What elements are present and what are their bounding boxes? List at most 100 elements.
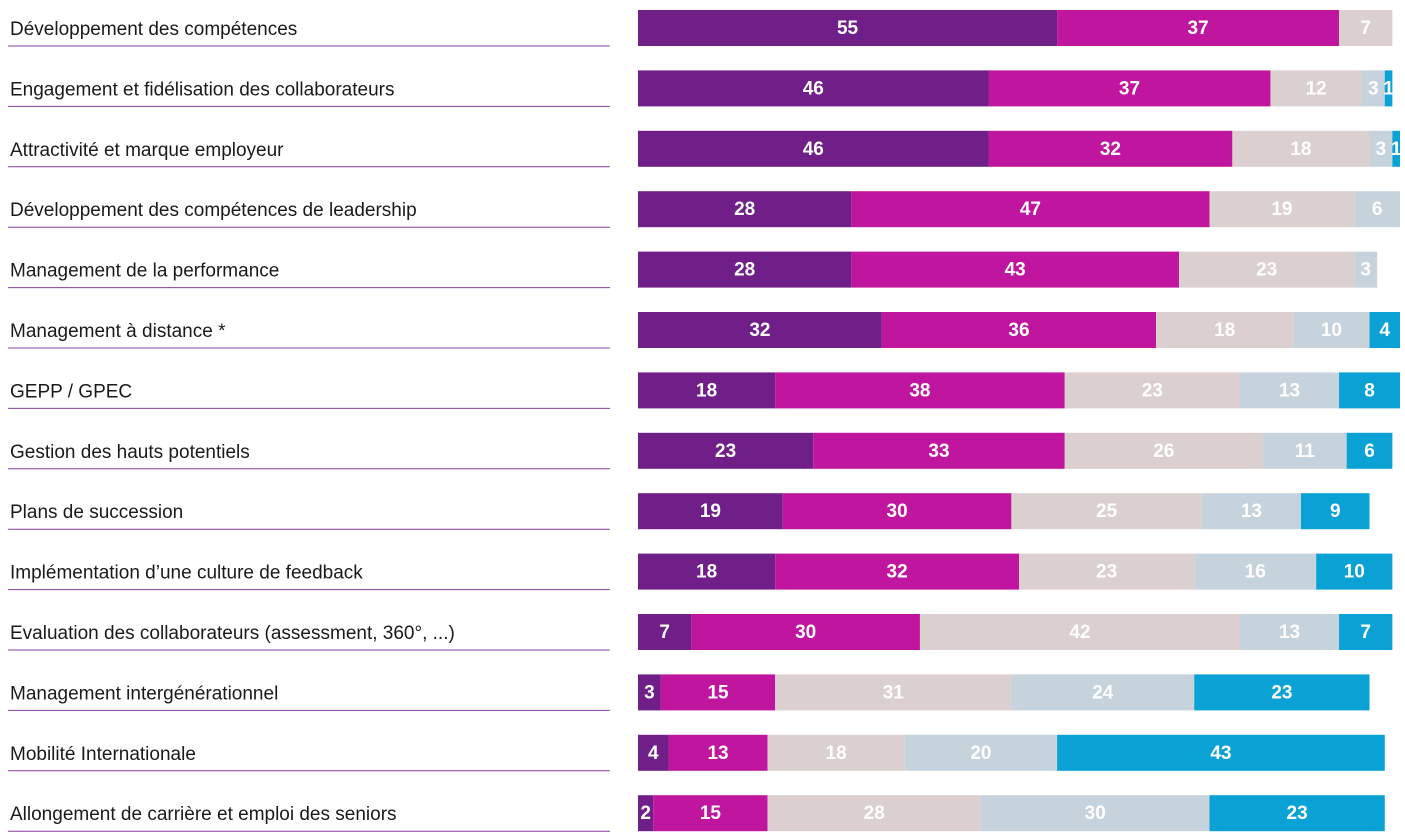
value-label: 38: [909, 380, 930, 401]
value-label: 13: [1241, 501, 1262, 522]
value-label: 3: [1376, 139, 1387, 160]
value-label: 28: [734, 199, 755, 220]
bar-segment: [638, 795, 654, 832]
bar-segment: [1019, 553, 1195, 590]
value-label: 55: [837, 18, 859, 39]
value-label: 28: [734, 260, 755, 281]
bar-segment: [782, 493, 1012, 530]
bar-segment: [775, 674, 1012, 711]
bar-segment: [1194, 674, 1370, 711]
value-label: 47: [1020, 199, 1041, 220]
bar-segment: [1011, 493, 1202, 530]
value-label: 1: [1383, 78, 1394, 99]
bar-segment: [668, 734, 768, 771]
bar-segment: [988, 70, 1271, 107]
value-label: 18: [1214, 320, 1235, 341]
value-label: 43: [1005, 260, 1026, 281]
bar-segment: [638, 10, 1058, 46]
bar-segment: [1339, 10, 1393, 46]
bar-segment: [813, 432, 1065, 469]
value-label: 23: [1287, 803, 1308, 824]
bar-segment: [980, 795, 1210, 832]
value-label: 8: [1364, 380, 1375, 401]
value-label: 33: [928, 441, 949, 462]
bar-segment: [638, 734, 669, 771]
bar-segment: [1316, 553, 1393, 590]
value-label: 4: [1379, 320, 1390, 341]
category-label: Management intergénérationnel: [10, 683, 278, 704]
category-label: Engagement et fidélisation des collabora…: [10, 79, 394, 100]
bar-segment: [1209, 191, 1355, 228]
value-label: 31: [883, 682, 905, 703]
bar-segment: [1156, 312, 1294, 348]
bar-segment: [1339, 372, 1400, 409]
category-label: Gestion des hauts potentiels: [10, 442, 250, 463]
bar-segment: [638, 432, 814, 469]
bar-segment: [767, 795, 981, 832]
value-label: 25: [1096, 501, 1118, 522]
value-label: 30: [887, 501, 908, 522]
category-label: Attractivité et marque employeur: [10, 140, 284, 161]
value-label: 32: [1100, 139, 1121, 160]
value-label: 32: [749, 320, 770, 341]
bar-segment: [775, 372, 1065, 409]
value-label: 18: [696, 380, 717, 401]
value-label: 37: [1187, 18, 1208, 39]
bar-segment: [1361, 70, 1385, 107]
bar-segment: [1239, 614, 1340, 650]
bar-segment: [1339, 614, 1393, 650]
bar-segment: [638, 191, 852, 228]
bar-segment: [1194, 553, 1317, 590]
bar-segment: [638, 251, 852, 288]
value-label: 19: [700, 501, 721, 522]
value-label: 13: [707, 743, 728, 764]
value-label: 43: [1210, 743, 1231, 764]
bar-segment: [638, 70, 989, 107]
value-label: 10: [1321, 320, 1342, 341]
category-label: Implémentation d’une culture de feedback: [10, 563, 363, 584]
category-label: Allongement de carrière et emploi des se…: [10, 804, 397, 825]
value-label: 46: [803, 78, 824, 99]
bar-segment: [691, 614, 920, 650]
value-label: 10: [1344, 562, 1365, 583]
category-label: GEPP / GPEC: [10, 381, 132, 402]
bar-segment: [1270, 70, 1362, 107]
value-label: 13: [1279, 622, 1300, 643]
bar-segment: [1392, 130, 1400, 167]
bar-segment: [638, 674, 661, 711]
bar-segment: [1300, 493, 1370, 530]
value-label: 37: [1119, 78, 1140, 99]
bar-segment: [638, 130, 989, 167]
bar-segment: [1346, 432, 1393, 469]
value-label: 11: [1295, 441, 1316, 462]
bar-segment: [1057, 734, 1385, 771]
value-label: 18: [696, 562, 717, 583]
value-label: 26: [1153, 441, 1174, 462]
bar-segment: [638, 312, 882, 348]
value-label: 6: [1364, 441, 1375, 462]
bar-segment: [1354, 251, 1378, 288]
bar-segment: [1179, 251, 1355, 288]
value-label: 28: [864, 803, 885, 824]
bar-segment: [1064, 372, 1240, 409]
category-label: Management à distance *: [10, 321, 226, 342]
value-label: 16: [1245, 562, 1266, 583]
bar-segment: [919, 614, 1240, 650]
bar-segment: [1232, 130, 1370, 167]
value-label: 3: [644, 682, 655, 703]
value-label: 15: [707, 682, 729, 703]
category-label: Evaluation des collaborateurs (assessmen…: [10, 623, 455, 644]
value-label: 2: [640, 803, 651, 824]
value-label: 23: [1096, 562, 1117, 583]
bar-segment: [851, 251, 1180, 288]
value-label: 4: [648, 743, 659, 764]
value-label: 42: [1069, 622, 1090, 643]
value-label: 6: [1372, 199, 1383, 220]
value-label: 30: [1085, 803, 1106, 824]
bar-segment: [881, 312, 1157, 348]
category-label: Développement des compétences: [10, 19, 297, 40]
value-label: 18: [826, 743, 847, 764]
bar-segment: [1209, 795, 1385, 832]
category-label: Plans de succession: [10, 502, 183, 523]
